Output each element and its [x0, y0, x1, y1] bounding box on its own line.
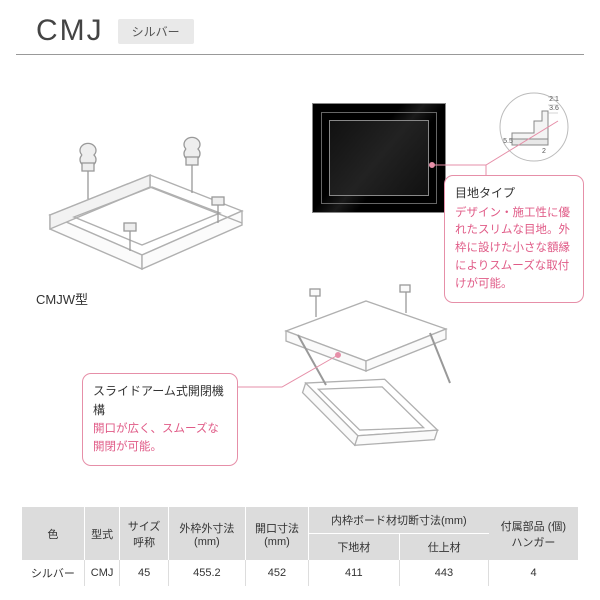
leader-arm: [230, 351, 350, 411]
frame-closed-drawing: [30, 115, 260, 295]
product-title: CMJ: [36, 14, 104, 48]
td-size: 45: [120, 560, 168, 586]
callout-joint-head: 目地タイプ: [455, 184, 573, 203]
td-parts: 4: [489, 560, 578, 586]
color-badge: シルバー: [118, 19, 194, 44]
th-board-group: 内枠ボード材切断寸法(mm): [308, 507, 488, 534]
th-color: 色: [22, 507, 84, 560]
td-outer: 455.2: [168, 560, 245, 586]
th-model: 型式: [84, 507, 120, 560]
callout-joint-body: デザイン・施工性に優れたスリムな目地。外枠に設けた小さな額縁によりスムーズな取付…: [455, 205, 573, 294]
th-board-base: 下地材: [308, 534, 399, 561]
table-row: シルバー CMJ 45 455.2 452 411 443 4: [22, 560, 578, 586]
td-base: 411: [308, 560, 399, 586]
dim-b: 3.6: [549, 105, 559, 112]
td-opening: 452: [245, 560, 308, 586]
callout-arm: スライドアーム式開閉機構 開口が広く、スムーズな開閉が可能。: [82, 373, 238, 466]
td-finish: 443: [399, 560, 489, 586]
th-board-finish: 仕上材: [399, 534, 489, 561]
spec-table: 色 型式 サイズ 呼称 外枠外寸法 (mm) 開口寸法 (mm) 内枠ボード材切…: [22, 507, 578, 586]
td-model: CMJ: [84, 560, 120, 586]
th-opening: 開口寸法 (mm): [245, 507, 308, 560]
callout-joint: 目地タイプ デザイン・施工性に優れたスリムな目地。外枠に設けた小さな額縁によりス…: [444, 175, 584, 303]
closed-model-label: CMJW型: [36, 289, 88, 308]
diagram-area: CMJW型: [0, 55, 600, 485]
th-parts: 付属部品 (個) ハンガー: [489, 507, 578, 560]
callout-arm-head: スライドアーム式開閉機構: [93, 382, 227, 419]
callout-arm-body: 開口が広く、スムーズな開閉が可能。: [93, 421, 227, 457]
td-color: シルバー: [22, 560, 84, 586]
th-size: サイズ 呼称: [120, 507, 168, 560]
th-outer: 外枠外寸法 (mm): [168, 507, 245, 560]
